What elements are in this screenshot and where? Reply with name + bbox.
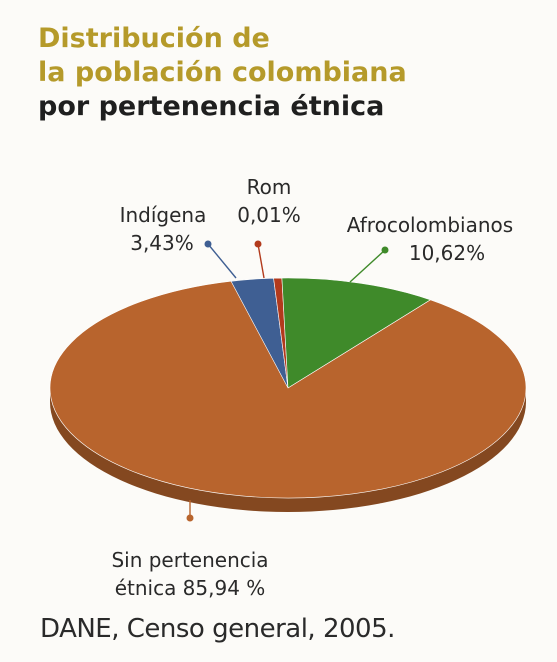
label-sin-pertenencia-line-1: Sin pertenencia <box>111 548 268 572</box>
label-afrocolombianos-line-1: Afrocolombianos <box>347 213 513 237</box>
title-line-3: por pertenencia étnica <box>38 91 385 122</box>
label-indigena-line-1: Indígena <box>120 203 207 227</box>
label-indigena-line-2: 3,43% <box>130 231 194 255</box>
label-sin-pertenencia-line-2: étnica 85,94 % <box>115 576 266 600</box>
label-afrocolombianos-line-2: 10,62% <box>409 241 485 265</box>
label-indigena: Indígena 3,43% <box>120 203 207 255</box>
label-afrocolombianos: Afrocolombianos 10,62% <box>347 213 513 265</box>
label-afrocolombianos-leader <box>349 249 386 283</box>
label-sin-pertenencia: Sin pertenencia étnica 85,94 % <box>111 548 268 600</box>
label-rom-line-1: Rom <box>247 175 292 199</box>
chart-title: Distribución de la población colombiana … <box>38 22 407 124</box>
label-indigena-dot <box>204 240 212 248</box>
slice-sin-pertenencia <box>49 280 527 499</box>
slice-afrocolombianos <box>281 277 432 389</box>
label-sin-pertenencia-dot <box>186 514 194 522</box>
label-indigena-leader <box>207 243 237 279</box>
title-line-2: la población colombiana <box>38 57 407 88</box>
source-note: DANE, Censo general, 2005. <box>40 614 395 644</box>
label-rom-dot <box>254 240 262 248</box>
label-rom-line-2: 0,01% <box>237 203 301 227</box>
title-line-1: Distribución de <box>38 23 270 54</box>
label-rom: Rom 0,01% <box>237 175 301 227</box>
label-afrocolombianos-dot <box>381 246 389 254</box>
label-rom-leader <box>257 243 265 279</box>
